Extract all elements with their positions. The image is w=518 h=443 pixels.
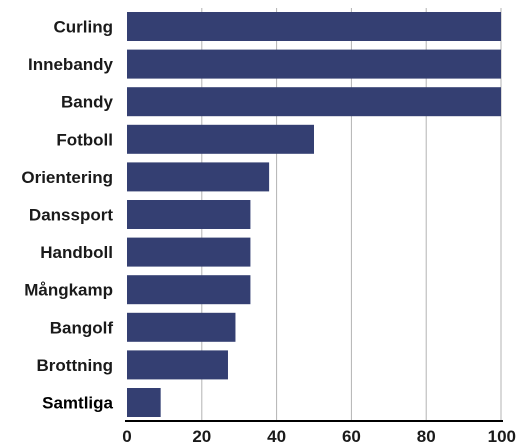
x-tick-label: 60 xyxy=(342,427,361,443)
category-label: Bangolf xyxy=(50,318,114,337)
category-label: Orientering xyxy=(21,168,113,187)
bar xyxy=(127,312,236,342)
category-label: Curling xyxy=(54,18,114,37)
category-label: Handboll xyxy=(40,243,113,262)
bar xyxy=(127,388,161,417)
x-tick-label: 20 xyxy=(192,427,211,443)
bar xyxy=(127,87,501,117)
bar xyxy=(127,49,501,79)
x-tick-label: 0 xyxy=(122,427,131,443)
category-labels: Curling Innebandy Bandy Fotboll Orientering D… xyxy=(21,18,113,413)
bar xyxy=(127,162,270,192)
category-label: Samtliga xyxy=(42,394,113,413)
x-tick-label: 100 xyxy=(488,427,516,443)
x-tick-label: 80 xyxy=(417,427,436,443)
category-label: Danssport xyxy=(29,206,113,225)
bar xyxy=(127,350,228,380)
bars xyxy=(127,12,501,417)
bar xyxy=(127,200,251,229)
category-label: Bandy xyxy=(61,93,114,112)
category-label: Fotboll xyxy=(56,130,113,149)
x-tick-label: 40 xyxy=(267,427,286,443)
x-tick-labels: 0 20 40 60 80 100 xyxy=(122,427,516,443)
category-label: Mångkamp xyxy=(24,281,113,300)
bar xyxy=(127,237,251,267)
bar xyxy=(127,12,501,41)
bar xyxy=(127,124,314,154)
bar xyxy=(127,275,251,305)
category-label: Brottning xyxy=(37,356,113,375)
category-label: Innebandy xyxy=(28,55,114,74)
